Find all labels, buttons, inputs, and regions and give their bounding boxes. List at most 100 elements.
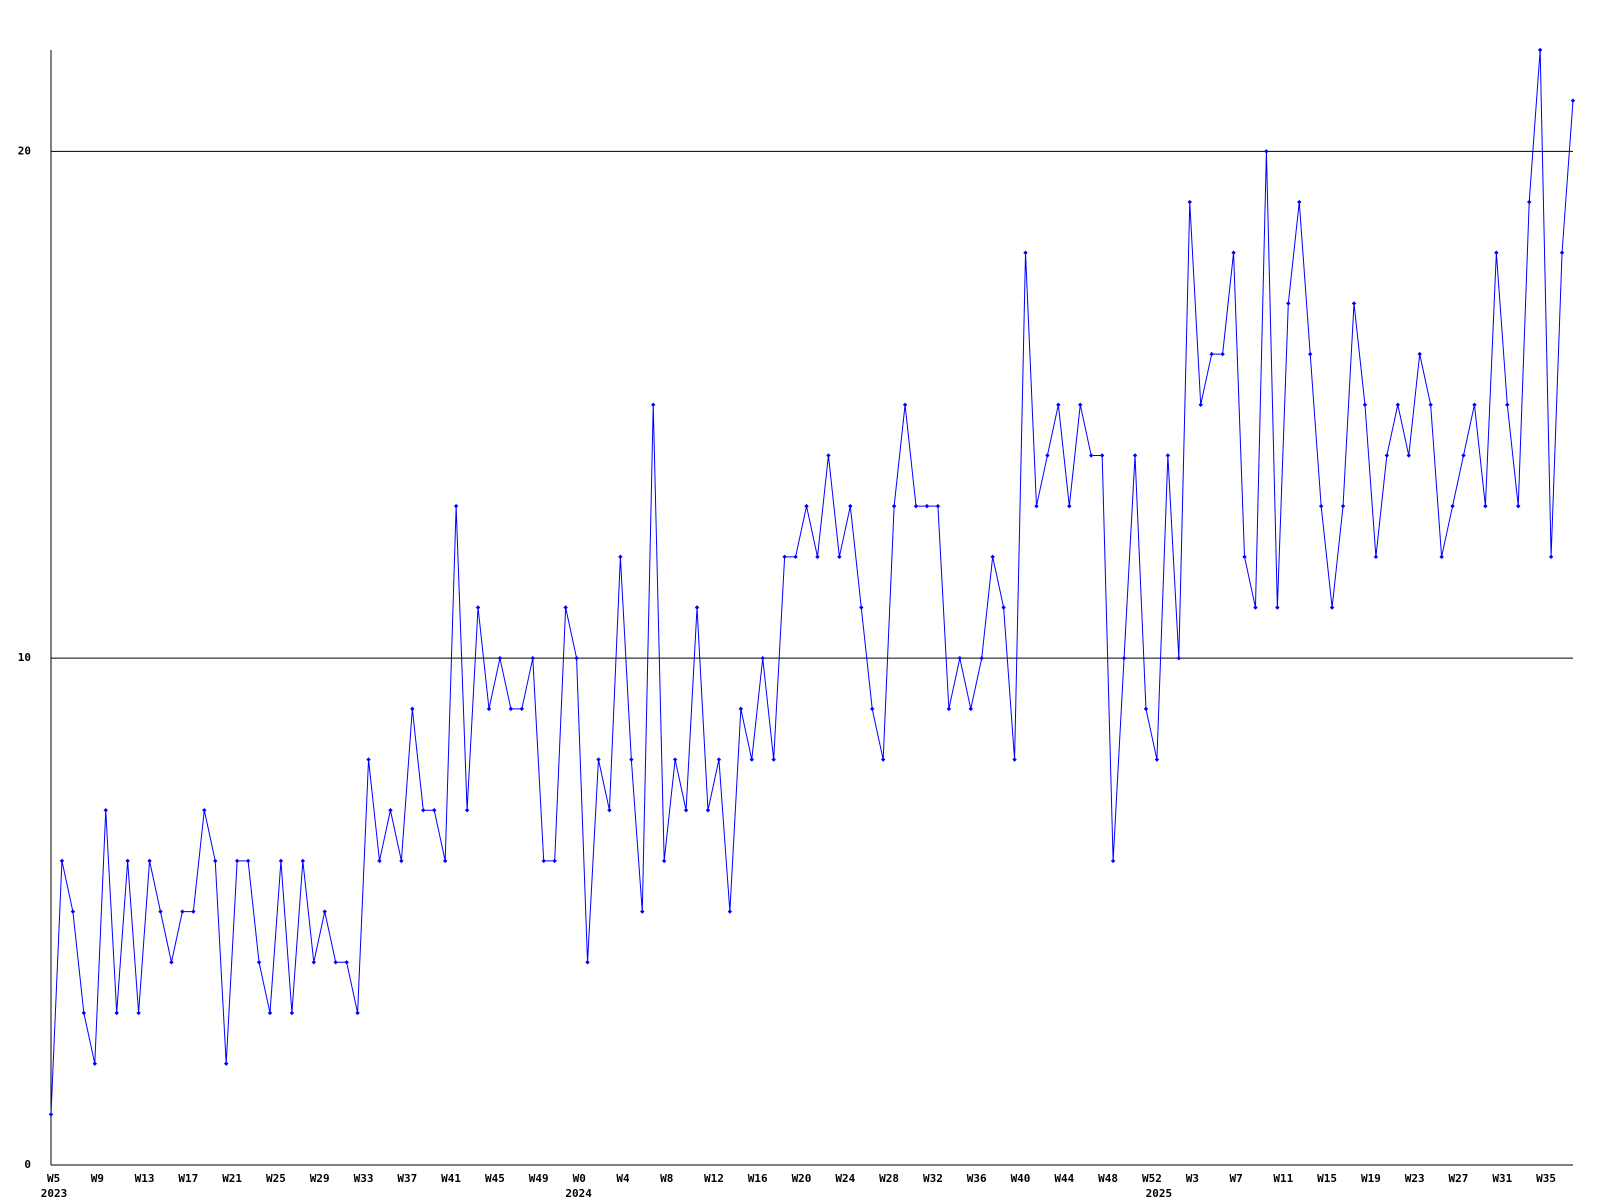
data-point xyxy=(1450,503,1455,509)
x-tick-label: W23 xyxy=(1405,1172,1425,1185)
x-tick-label: W27 xyxy=(1449,1172,1469,1185)
data-point xyxy=(727,909,733,914)
data-point xyxy=(1165,453,1171,458)
x-tick-label: W12 xyxy=(704,1172,724,1185)
data-point xyxy=(1494,250,1499,255)
data-point xyxy=(1570,98,1576,103)
data-point xyxy=(815,554,820,560)
x-tick-label: W40 xyxy=(1011,1172,1031,1185)
data-point xyxy=(1078,402,1083,407)
data-point xyxy=(366,757,371,762)
data-point xyxy=(169,960,174,965)
data-point xyxy=(771,757,776,762)
data-point xyxy=(880,757,886,762)
data-point xyxy=(749,757,754,762)
x-tick-label: W5 xyxy=(47,1172,60,1185)
year-label: 2023 xyxy=(41,1187,68,1200)
x-tick-label: W25 xyxy=(266,1172,286,1185)
data-point xyxy=(793,554,798,560)
data-point xyxy=(70,909,76,914)
data-point xyxy=(1012,757,1017,762)
data-point xyxy=(1559,250,1565,255)
data-point xyxy=(705,808,711,813)
data-point xyxy=(223,1061,229,1066)
year-label: 2025 xyxy=(1146,1187,1173,1200)
data-point xyxy=(475,605,481,610)
x-tick-label: W21 xyxy=(222,1172,242,1185)
x-tick-label: W4 xyxy=(616,1172,630,1185)
data-point xyxy=(1318,503,1324,509)
year-label: 2024 xyxy=(565,1187,592,1200)
data-point xyxy=(103,808,108,813)
data-point xyxy=(1253,605,1258,610)
data-point xyxy=(1001,605,1006,610)
data-point xyxy=(59,858,65,864)
data-point xyxy=(716,757,722,762)
data-line xyxy=(50,49,1574,1115)
data-point xyxy=(924,503,930,509)
data-point xyxy=(245,858,251,864)
data-point xyxy=(81,1010,87,1016)
data-point xyxy=(968,706,973,712)
data-point xyxy=(870,706,875,712)
data-point xyxy=(278,858,284,864)
data-point xyxy=(256,960,262,965)
data-point xyxy=(1110,858,1116,864)
data-point xyxy=(913,503,919,509)
data-point xyxy=(935,503,941,509)
data-point xyxy=(464,808,470,813)
data-point xyxy=(1537,47,1543,53)
data-point xyxy=(191,909,196,914)
x-tick-label: W31 xyxy=(1492,1172,1512,1185)
x-tick-label: W15 xyxy=(1317,1172,1337,1185)
data-point xyxy=(574,655,579,661)
data-point xyxy=(683,808,689,813)
data-point xyxy=(1187,199,1192,205)
data-point xyxy=(1067,503,1072,509)
x-tick-label: W33 xyxy=(354,1172,374,1185)
data-point xyxy=(158,909,163,914)
data-point xyxy=(1034,503,1039,509)
data-point xyxy=(388,808,393,813)
x-tick-label: W29 xyxy=(310,1172,330,1185)
data-point xyxy=(1132,453,1138,458)
data-point xyxy=(1428,402,1433,407)
y-tick-label: 0 xyxy=(24,1158,31,1171)
data-point xyxy=(902,402,908,407)
data-point xyxy=(421,808,426,813)
data-point xyxy=(541,858,546,864)
data-point xyxy=(848,503,853,509)
data-point xyxy=(519,706,525,712)
data-point xyxy=(946,706,952,712)
data-point xyxy=(979,655,984,661)
x-tick-label: W19 xyxy=(1361,1172,1381,1185)
x-tick-label: W36 xyxy=(967,1172,987,1185)
x-tick-label: W8 xyxy=(660,1172,673,1185)
data-point xyxy=(1417,351,1422,357)
data-point xyxy=(1198,402,1203,407)
data-point xyxy=(92,1061,97,1066)
data-point xyxy=(651,402,656,407)
data-point xyxy=(530,655,535,661)
data-point xyxy=(136,1010,141,1016)
data-point xyxy=(1286,301,1291,306)
data-point xyxy=(1242,554,1247,560)
x-tick-label: W13 xyxy=(135,1172,155,1185)
x-tick-label: W17 xyxy=(178,1172,198,1185)
data-point xyxy=(125,858,130,864)
x-tick-label: W41 xyxy=(441,1172,461,1185)
data-point xyxy=(607,808,612,813)
data-point xyxy=(859,605,864,610)
data-point xyxy=(1395,402,1401,407)
data-point xyxy=(1023,250,1028,255)
data-point xyxy=(782,554,787,560)
data-point xyxy=(399,858,404,864)
data-point xyxy=(1351,301,1357,306)
x-tick-label: W11 xyxy=(1273,1172,1293,1185)
x-tick-label: W32 xyxy=(923,1172,943,1185)
data-point xyxy=(1329,605,1335,610)
x-tick-label: W48 xyxy=(1098,1172,1118,1185)
data-point xyxy=(1505,402,1510,407)
data-point xyxy=(596,757,601,762)
